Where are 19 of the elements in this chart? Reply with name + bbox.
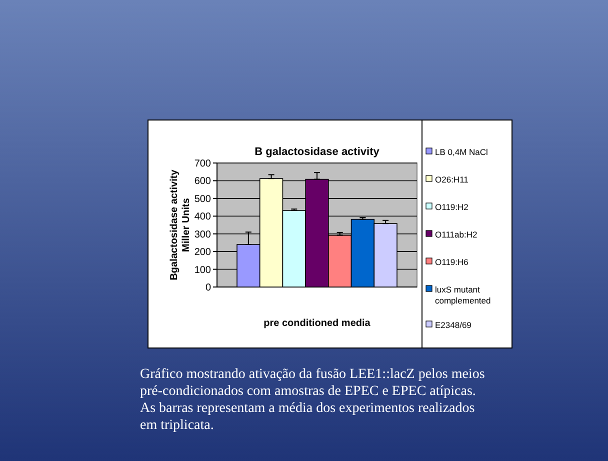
legend-label: E2348/69 bbox=[435, 320, 472, 330]
y-axis-title: Bgalactosidase activity Miller Units bbox=[169, 169, 192, 280]
legend-label: LB 0,4M NaCl bbox=[435, 147, 488, 157]
y-tick-label: 700 bbox=[194, 158, 212, 170]
y-tick-label: 400 bbox=[194, 212, 212, 223]
y-tick-label: 0 bbox=[205, 282, 212, 294]
y-tick-label: 600 bbox=[194, 176, 212, 188]
y-tick-label: 200 bbox=[194, 247, 212, 258]
y-tick-label: 100 bbox=[194, 264, 212, 276]
legend-label: O119:H6 bbox=[435, 257, 469, 267]
legend-label: luxS mutant complemented bbox=[435, 284, 492, 306]
legend-label: O119:H2 bbox=[435, 202, 469, 212]
legend-label: O26:H11 bbox=[435, 174, 469, 184]
y-tick-label: 300 bbox=[194, 229, 212, 240]
y-tick-label: 500 bbox=[194, 194, 212, 205]
text: Gráfico mostrando ativação da fusão LEE1::lacZ pelos meios pré-condicionados com amostras de EPEC e EPEC atípicas. As barras representam a média dos experimentos realizados em triplicata. bbox=[140, 366, 486, 434]
chart-title: B galactosidase activity bbox=[254, 146, 380, 158]
legend-label: O111ab:H2 bbox=[435, 230, 478, 240]
x-axis-title: pre conditioned media bbox=[264, 318, 371, 329]
